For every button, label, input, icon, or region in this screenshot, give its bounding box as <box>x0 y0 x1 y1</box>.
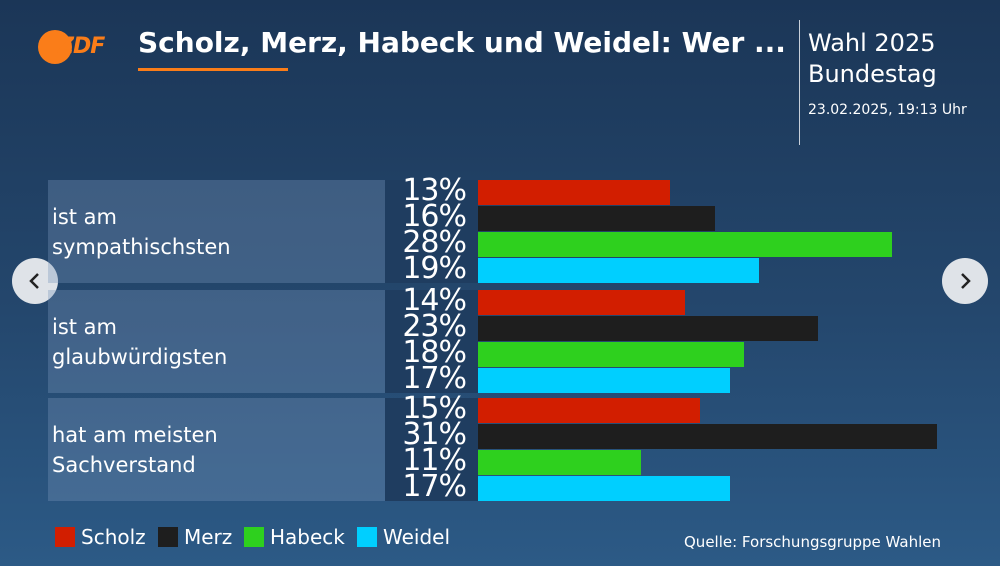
election: Wahl 2025 Bundestag <box>808 28 937 90</box>
timestamp: 23.02.2025, 19:13 Uhr <box>808 102 967 118</box>
legend-label: Scholz <box>81 525 146 549</box>
value-label: 17% <box>402 361 467 396</box>
prev-button[interactable] <box>12 258 58 304</box>
category-label: ist am glaubwürdigsten <box>48 290 385 393</box>
bar <box>478 398 700 423</box>
value-label: 23% <box>402 309 467 344</box>
bar <box>478 476 730 501</box>
arrow-icon <box>29 273 39 289</box>
value-column <box>385 180 478 283</box>
value-label: 15% <box>402 391 467 426</box>
arrow-icon <box>961 273 971 289</box>
value-label: 31% <box>402 417 467 452</box>
legend-item: Merz <box>158 525 232 549</box>
value-column <box>385 290 478 393</box>
bar <box>478 232 893 257</box>
value-label: 28% <box>402 225 467 260</box>
category-label: ist am sympathischsten <box>48 180 385 283</box>
source: Quelle: Forschungsgruppe Wahlen <box>684 533 941 551</box>
bar <box>478 290 686 315</box>
legend-item: Weidel <box>357 525 450 549</box>
bar <box>478 258 760 283</box>
bar <box>478 206 715 231</box>
legend-swatch <box>158 527 178 547</box>
legend-label: Habeck <box>270 525 345 549</box>
legend-swatch <box>244 527 264 547</box>
election-title: Wahl 2025 <box>808 29 936 57</box>
value-label: 18% <box>402 335 467 370</box>
title-underline <box>138 68 288 71</box>
logo-text: ZDF <box>58 34 105 59</box>
bar <box>478 368 730 393</box>
value-label: 14% <box>402 283 467 318</box>
legend-swatch <box>55 527 75 547</box>
next-button[interactable] <box>942 258 988 304</box>
legend-swatch <box>357 527 377 547</box>
value-label: 19% <box>402 251 467 286</box>
value-label: 11% <box>402 443 467 478</box>
separator <box>799 20 800 145</box>
legend-label: Weidel <box>383 525 451 549</box>
title: Scholz, Merz, Habeck und Weidel: Wer ... <box>138 26 786 59</box>
value-label: 13% <box>402 173 467 208</box>
value-label: 17% <box>402 469 467 504</box>
bar <box>478 316 819 341</box>
legend-item: Scholz <box>55 525 146 549</box>
legend-label: Merz <box>184 525 233 549</box>
bar <box>478 342 745 367</box>
category-label: hat am meisten Sachverstand <box>48 398 385 501</box>
bar <box>478 180 671 205</box>
bar <box>478 424 937 449</box>
bar <box>478 450 641 475</box>
value-label: 16% <box>402 199 467 234</box>
legend-item: Habeck <box>244 525 345 549</box>
logo: ZDF <box>38 30 108 64</box>
value-column <box>385 398 478 501</box>
election-subtitle: Bundestag <box>808 60 937 88</box>
